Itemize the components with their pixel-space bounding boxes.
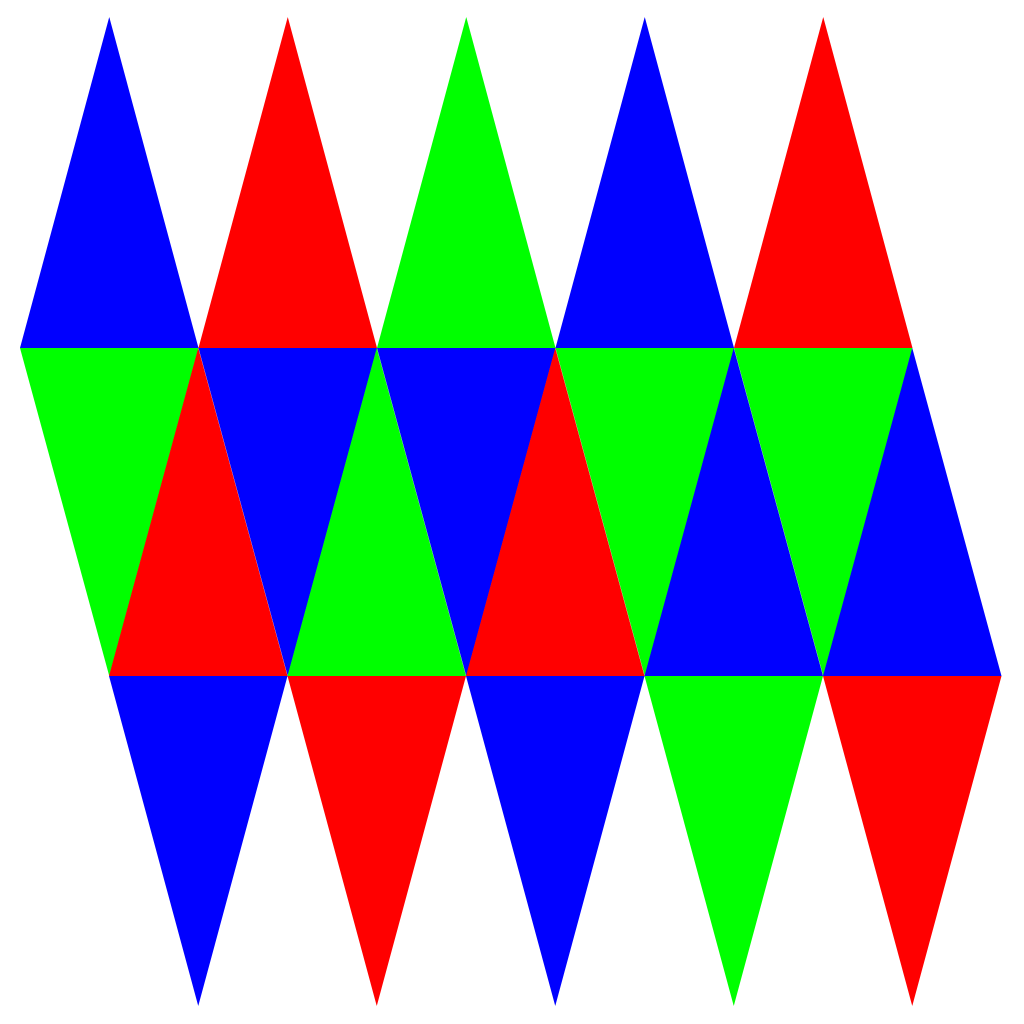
middle-down-triangle-2 xyxy=(198,348,377,676)
top-triangle-4 xyxy=(555,17,734,348)
middle-up-triangle-5 xyxy=(823,348,1002,676)
bottom-triangle-3 xyxy=(466,676,645,1006)
middle-down-triangle-3 xyxy=(377,348,556,676)
middle-up-triangle-4 xyxy=(644,348,823,676)
top-triangle-2 xyxy=(198,17,377,348)
middle-down-triangle-4 xyxy=(555,348,734,676)
bottom-triangle-5 xyxy=(823,676,1002,1006)
middle-up-triangle-1 xyxy=(109,348,288,676)
middle-up-triangle-2 xyxy=(287,348,466,676)
top-triangle-5 xyxy=(734,17,913,348)
top-triangle-1 xyxy=(20,17,199,348)
bottom-triangle-1 xyxy=(109,676,288,1006)
bottom-triangle-2 xyxy=(287,676,466,1006)
middle-up-triangle-3 xyxy=(466,348,645,676)
top-triangle-3 xyxy=(377,17,556,348)
bottom-triangle-4 xyxy=(644,676,823,1006)
triangle-layer xyxy=(20,17,1002,1006)
middle-down-triangle-5 xyxy=(734,348,913,676)
middle-down-triangle-1 xyxy=(20,348,199,676)
